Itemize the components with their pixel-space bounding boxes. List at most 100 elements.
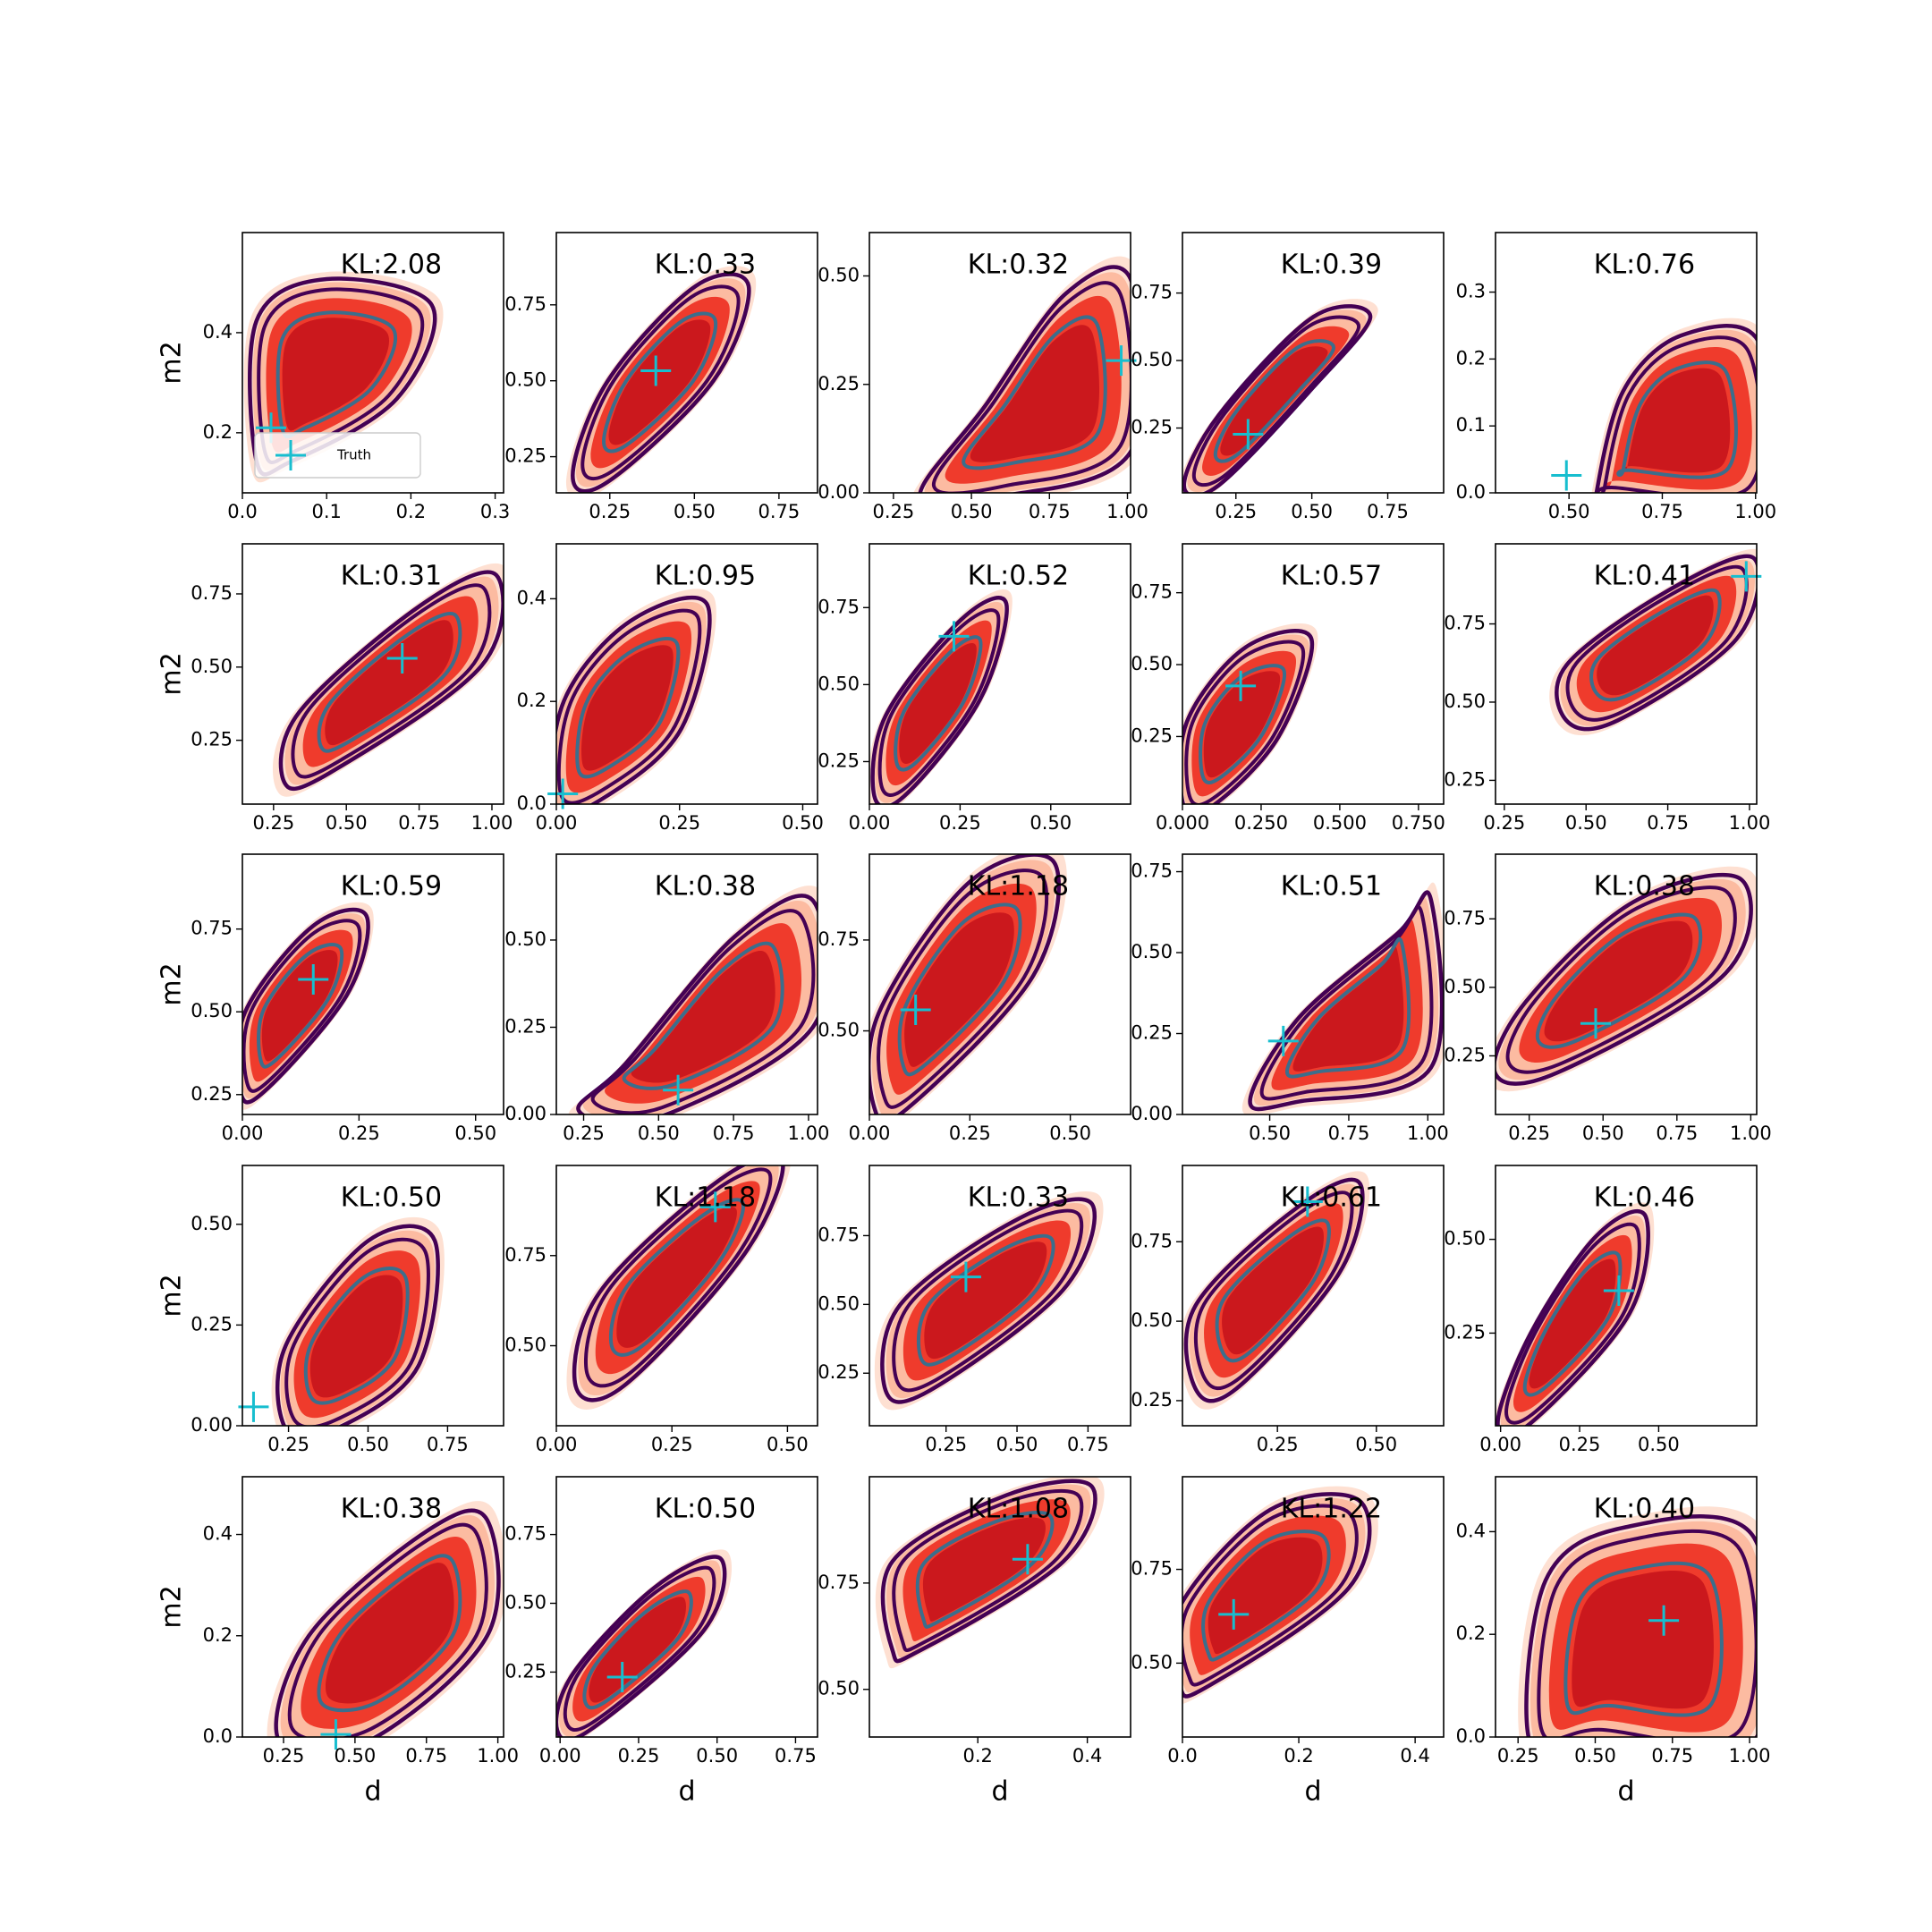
panel [869, 854, 1067, 1114]
panel-title: KL:0.32 [968, 250, 1069, 281]
x-tick-label: 1.00 [1407, 1123, 1449, 1144]
contour-line [931, 281, 1131, 493]
y-tick-label: 0.2 [203, 1624, 233, 1646]
x-tick-label: 0.00 [849, 1123, 891, 1144]
x-tick-label: 0.25 [925, 1434, 967, 1455]
x-tick-label: 0.00 [849, 812, 891, 834]
panel-frame [869, 1165, 1131, 1427]
y-tick-label: 0.75 [818, 928, 860, 950]
x-tick-label: 1.00 [788, 1123, 830, 1144]
x-tick-label: 0.50 [996, 1434, 1038, 1455]
truth-marker [1225, 670, 1257, 701]
contour-line [1284, 936, 1411, 1079]
contour-line [916, 1233, 1055, 1367]
x-tick-label: 0.50 [1565, 812, 1607, 834]
x-tick-label: 0.50 [1030, 812, 1072, 834]
panel [1496, 866, 1757, 1092]
panel-title: KL:0.38 [655, 871, 756, 902]
density-region [616, 1207, 737, 1348]
panel-frame [869, 853, 1131, 1115]
density-region [325, 620, 453, 746]
contour-line [869, 854, 1061, 1114]
panel-frame [242, 1476, 504, 1738]
contour-line [1535, 912, 1703, 1049]
y-tick-label: 0.75 [191, 582, 233, 604]
density-region [904, 912, 1014, 1067]
contour-line [1193, 1191, 1354, 1391]
y-tick-label: 0.75 [504, 1523, 547, 1545]
density-region [261, 950, 338, 1062]
y-tick-label: 0.25 [1131, 724, 1173, 746]
x-tick-label: 0.75 [398, 812, 440, 834]
contour-line [1616, 360, 1738, 479]
x-tick-label: 0.25 [1483, 812, 1525, 834]
y-tick-label: 0.50 [1131, 349, 1173, 370]
x-tick-label: 0.00 [536, 1434, 578, 1455]
panel [874, 1191, 1104, 1411]
x-tick-label: 0.75 [1641, 501, 1683, 522]
y-tick-label: 0.75 [1131, 1230, 1173, 1251]
y-tick-label: 0.50 [1131, 653, 1173, 674]
panel-title: KL:2.08 [341, 250, 442, 281]
panel [1591, 318, 1757, 493]
contour-line [275, 310, 397, 439]
x-tick-label: 0.75 [1651, 1745, 1693, 1767]
contour-line [1215, 1218, 1331, 1363]
panel-title: KL:0.33 [968, 1182, 1069, 1214]
y-tick-label: 0.50 [1131, 1651, 1173, 1673]
x-tick-label: 0.50 [1049, 1123, 1091, 1144]
contour-line [1594, 324, 1757, 493]
panel [1182, 623, 1318, 804]
contour-line [1191, 315, 1361, 487]
contour-line [287, 1522, 488, 1737]
y-tick-label: 0.75 [1131, 860, 1173, 882]
contour-line [1183, 1177, 1365, 1403]
x-tick-label: 0.25 [1215, 501, 1257, 522]
y-tick-label: 0.00 [1131, 1103, 1173, 1124]
y-tick-label: 0.4 [203, 1523, 233, 1545]
y-tick-label: 0.00 [191, 1414, 233, 1436]
y-axis-label: m2 [157, 341, 188, 384]
contour-line [1589, 588, 1722, 702]
panel-title: KL:0.33 [655, 250, 756, 281]
y-tick-label: 0.75 [1444, 907, 1486, 928]
x-tick-label: 0.2 [396, 501, 426, 522]
x-tick-label: 0.50 [1638, 1434, 1680, 1455]
contour-line [918, 265, 1131, 493]
panel-title: KL:0.52 [968, 561, 1069, 592]
x-tick-label: 0.4 [1072, 1745, 1102, 1767]
x-tick-label: 0.50 [696, 1745, 738, 1767]
density-region [1208, 1537, 1323, 1655]
panel-title: KL:0.41 [1594, 561, 1695, 592]
contour-line [284, 1237, 430, 1426]
panel-title: KL:1.08 [968, 1494, 1069, 1525]
panel-title: KL:0.50 [341, 1182, 442, 1214]
x-tick-label: 0.25 [263, 1745, 305, 1767]
contour-line [278, 570, 504, 792]
panel [556, 1549, 732, 1737]
y-axis-label: m2 [157, 652, 188, 695]
contour-line [1248, 890, 1444, 1112]
panel-frame [869, 543, 1131, 805]
truth-marker [1012, 1544, 1043, 1575]
x-tick-label: 0.25 [939, 812, 981, 834]
y-tick-label: 0.50 [818, 673, 860, 694]
panel [566, 1165, 791, 1410]
contour-line [1496, 1209, 1650, 1426]
panel [1182, 1171, 1370, 1410]
y-tick-label: 0.50 [191, 1213, 233, 1234]
x-tick-label: 1.00 [477, 1745, 519, 1767]
x-axis-label: d [1304, 1776, 1321, 1808]
y-tick-label: 0.4 [1456, 1520, 1486, 1541]
x-tick-label: 0.75 [1067, 1434, 1109, 1455]
panel-title: KL:0.57 [1281, 561, 1382, 592]
y-tick-label: 0.25 [1131, 1022, 1173, 1044]
density-region [325, 1563, 454, 1704]
x-tick-label: 0.1 [311, 501, 341, 522]
panel-frame [242, 543, 504, 805]
panel-frame [869, 232, 1131, 494]
x-tick-label: 0.50 [638, 1123, 680, 1144]
y-tick-label: 0.25 [504, 1660, 547, 1682]
y-tick-label: 0.75 [1131, 581, 1173, 603]
truth-marker [606, 1661, 638, 1692]
